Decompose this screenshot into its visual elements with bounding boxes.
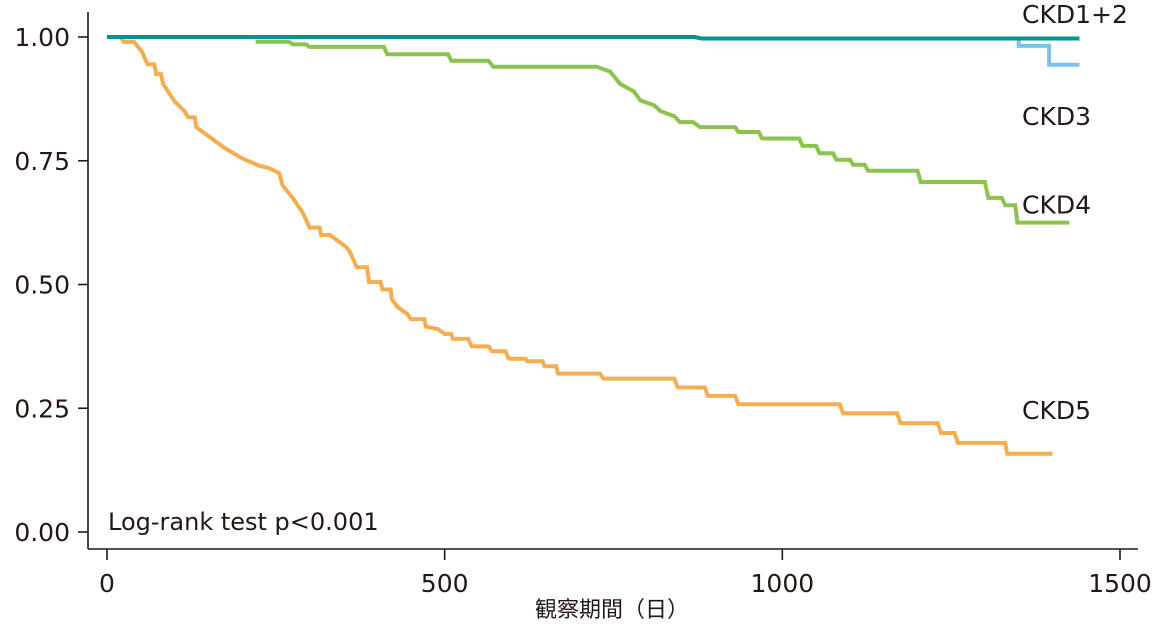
y-tick-label: 1.00 xyxy=(14,23,70,52)
series-label-ckd1plus2: CKD1+2 xyxy=(1022,0,1128,29)
x-axis-title: 観察期間（日） xyxy=(535,598,689,623)
series-line-ckd1plus2 xyxy=(107,35,1080,41)
series-labels: CKD1+2 CKD3 CKD4 CKD5 xyxy=(1022,0,1128,425)
series-line-ckd4 xyxy=(255,39,1070,225)
axes: 0.00 0.25 0.50 0.75 1.00 0 500 1000 1500 xyxy=(14,12,1152,598)
series-label-ckd5: CKD5 xyxy=(1022,396,1091,425)
y-tick-label: 0.50 xyxy=(14,271,70,300)
x-tick-label: 1500 xyxy=(1088,569,1152,598)
x-tick-label: 1000 xyxy=(751,569,815,598)
series-layer xyxy=(107,35,1080,456)
y-tick-label: 0.00 xyxy=(14,518,70,547)
series-label-ckd4: CKD4 xyxy=(1022,190,1091,219)
series-label-ckd3: CKD3 xyxy=(1022,102,1091,131)
x-tick-label: 0 xyxy=(99,569,115,598)
y-tick-label: 0.25 xyxy=(14,394,70,423)
log-rank-annotation: Log-rank test p<0.001 xyxy=(108,508,379,536)
y-tick-label: 0.75 xyxy=(14,147,70,176)
x-tick-label: 500 xyxy=(421,569,469,598)
series-line-ckd3 xyxy=(1016,37,1080,67)
series-line-ckd5 xyxy=(118,35,1053,456)
